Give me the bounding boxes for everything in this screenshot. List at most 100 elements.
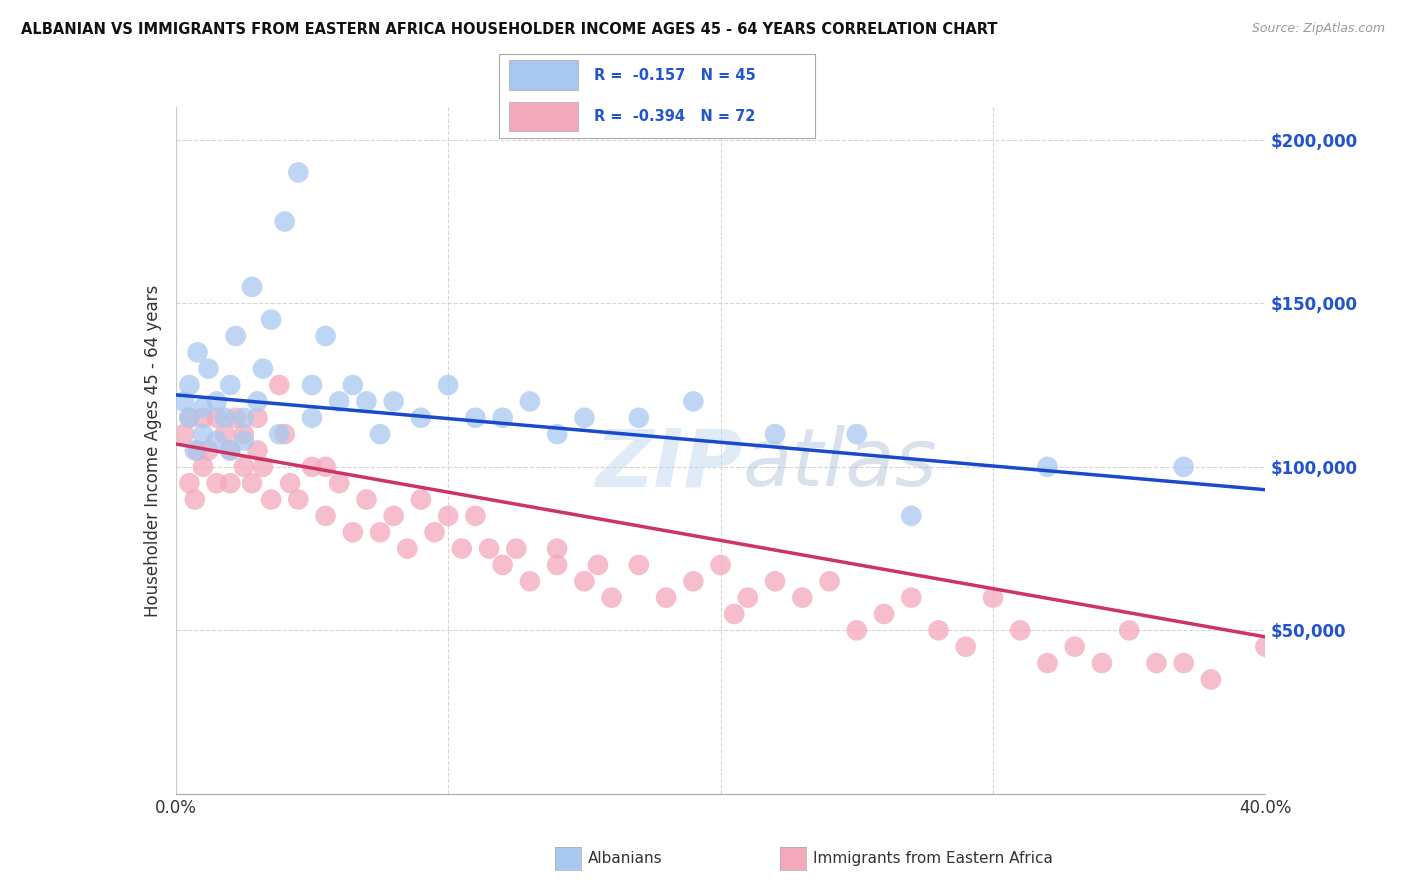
Text: R =  -0.157   N = 45: R = -0.157 N = 45 [593, 68, 756, 83]
Point [205, 394, 228, 409]
Point [763, 574, 786, 589]
Point [478, 541, 501, 556]
Text: Source: ZipAtlas.com: Source: ZipAtlas.com [1251, 22, 1385, 36]
Point [586, 558, 609, 572]
Point [328, 476, 350, 491]
Point [600, 591, 623, 605]
Point [225, 410, 247, 425]
Point [574, 574, 596, 589]
Point [396, 541, 419, 556]
Point [179, 476, 201, 491]
Text: ZIP: ZIP [595, 425, 742, 503]
Point [928, 624, 950, 638]
Point [505, 541, 527, 556]
Point [356, 492, 378, 507]
Point [710, 558, 733, 572]
Point [219, 378, 242, 392]
Point [328, 394, 350, 409]
Point [981, 591, 1004, 605]
Point [682, 394, 704, 409]
Text: atlas: atlas [742, 425, 938, 503]
Point [260, 312, 283, 326]
Point [464, 410, 486, 425]
Point [232, 434, 254, 448]
Point [1173, 459, 1195, 474]
Point [423, 525, 446, 540]
Point [269, 378, 291, 392]
Point [368, 525, 391, 540]
Point [301, 410, 323, 425]
Point [205, 410, 228, 425]
Point [246, 410, 269, 425]
Point [274, 427, 297, 442]
Point [519, 394, 541, 409]
Point [179, 410, 201, 425]
Point [437, 508, 460, 523]
Point [246, 394, 269, 409]
Point [342, 378, 364, 392]
Point [450, 541, 472, 556]
Point [382, 394, 405, 409]
Point [409, 492, 432, 507]
Text: Albanians: Albanians [588, 852, 662, 866]
Point [219, 443, 242, 458]
Point [1173, 656, 1195, 670]
Point [197, 443, 219, 458]
Point [315, 508, 337, 523]
Point [368, 427, 391, 442]
Point [197, 361, 219, 376]
Point [205, 434, 228, 448]
Point [287, 492, 309, 507]
Point [205, 476, 228, 491]
Text: Immigrants from Eastern Africa: Immigrants from Eastern Africa [813, 852, 1053, 866]
Point [492, 558, 515, 572]
Point [240, 280, 263, 294]
Point [627, 558, 650, 572]
Point [546, 427, 568, 442]
Point [225, 329, 247, 343]
Point [409, 410, 432, 425]
Point [627, 410, 650, 425]
Point [214, 427, 236, 442]
Point [252, 361, 274, 376]
Point [682, 574, 704, 589]
Point [955, 640, 977, 654]
Point [246, 443, 269, 458]
Point [1063, 640, 1085, 654]
Point [219, 476, 242, 491]
Point [179, 410, 201, 425]
Point [723, 607, 745, 621]
Point [900, 508, 922, 523]
Point [232, 410, 254, 425]
Point [274, 214, 297, 228]
Point [214, 410, 236, 425]
Point [287, 165, 309, 179]
Point [232, 427, 254, 442]
Point [845, 427, 868, 442]
Point [191, 427, 214, 442]
Point [1091, 656, 1114, 670]
Point [186, 345, 209, 359]
Point [492, 410, 515, 425]
Point [382, 508, 405, 523]
Point [1254, 640, 1277, 654]
Point [900, 591, 922, 605]
Point [546, 541, 568, 556]
Point [1010, 624, 1032, 638]
Point [184, 492, 207, 507]
Point [278, 476, 301, 491]
Point [1036, 459, 1059, 474]
Point [315, 329, 337, 343]
Point [240, 476, 263, 491]
Y-axis label: Householder Income Ages 45 - 64 years: Householder Income Ages 45 - 64 years [143, 285, 162, 616]
Point [342, 525, 364, 540]
Point [260, 492, 283, 507]
Point [173, 427, 195, 442]
Point [232, 459, 254, 474]
Point [173, 394, 195, 409]
Bar [509, 61, 578, 90]
Point [546, 558, 568, 572]
Point [269, 427, 291, 442]
Point [574, 410, 596, 425]
Point [186, 443, 209, 458]
